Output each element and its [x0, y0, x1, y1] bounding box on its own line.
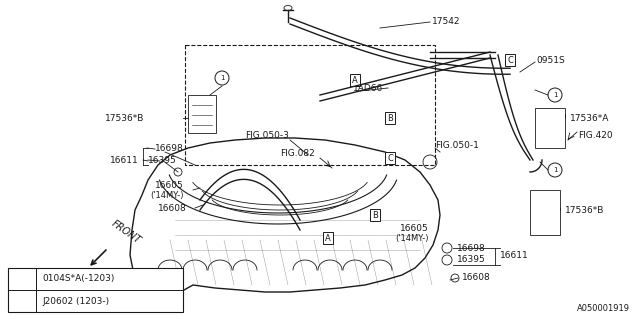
Text: FIG.050-1: FIG.050-1	[435, 140, 479, 149]
Text: 16611: 16611	[500, 251, 529, 260]
Text: 0951S: 0951S	[536, 55, 564, 65]
Text: 1: 1	[19, 285, 24, 294]
Text: 16605: 16605	[400, 223, 429, 233]
Bar	[535, 108, 565, 148]
Text: 16395: 16395	[148, 156, 177, 164]
Text: FRONT: FRONT	[110, 219, 143, 246]
Bar	[8, 268, 183, 312]
Text: 16608: 16608	[158, 204, 187, 212]
Text: A: A	[352, 76, 358, 84]
Text: FIG.420: FIG.420	[578, 131, 612, 140]
Text: B: B	[387, 114, 393, 123]
Text: C: C	[507, 55, 513, 65]
Text: 16698: 16698	[457, 244, 486, 252]
Text: 16698: 16698	[155, 143, 184, 153]
Text: 1: 1	[220, 75, 224, 81]
Text: 1: 1	[553, 167, 557, 173]
Text: ('14MY-): ('14MY-)	[150, 190, 184, 199]
Text: FIG.050-3: FIG.050-3	[245, 131, 289, 140]
Text: 16608: 16608	[462, 274, 491, 283]
Text: FIG.082: FIG.082	[280, 148, 315, 157]
Text: 17542: 17542	[432, 17, 461, 26]
Bar	[185, 45, 435, 165]
Bar	[530, 190, 560, 235]
Text: 16611: 16611	[110, 156, 139, 164]
Bar	[188, 95, 216, 133]
Text: A: A	[325, 234, 331, 243]
Text: 1: 1	[553, 92, 557, 98]
Text: ('14MY-): ('14MY-)	[395, 234, 429, 243]
Text: 17536*B: 17536*B	[565, 205, 604, 214]
Text: 17536*B: 17536*B	[105, 114, 145, 123]
Text: A050001919: A050001919	[577, 304, 630, 313]
Text: C: C	[387, 154, 393, 163]
Text: 1AD66: 1AD66	[353, 84, 383, 92]
Text: 16395: 16395	[457, 255, 486, 265]
Text: 0104S*A(-1203): 0104S*A(-1203)	[42, 275, 115, 284]
Text: 16605: 16605	[155, 180, 184, 189]
Text: 17536*A: 17536*A	[570, 114, 609, 123]
Text: J20602 (1203-): J20602 (1203-)	[42, 297, 109, 306]
Text: B: B	[372, 211, 378, 220]
